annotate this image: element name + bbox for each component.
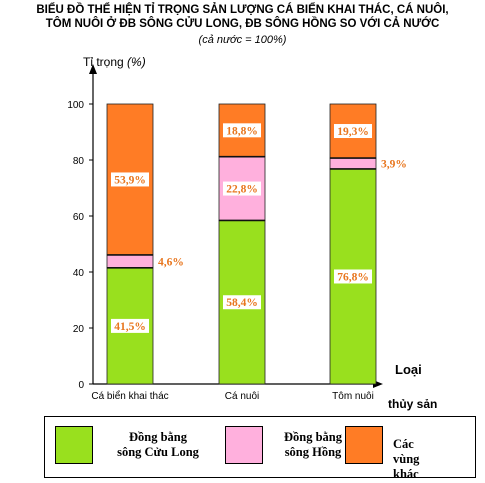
data-label-bg (334, 124, 372, 139)
legend-label-hong-line1: Đồng bằng (283, 430, 342, 444)
y-axis-title: Tỉ trọng (%) (83, 55, 146, 69)
x-tick-label-ca-nuoi: Cá nuôi (225, 391, 259, 402)
y-axis-arrow (89, 64, 97, 74)
bar-tom-nuoi-hong (329, 157, 377, 170)
x-tick-label-ca-bien-khai-thac: Cá biển khai thác (91, 390, 168, 402)
y-tick-label: 80 (73, 156, 85, 167)
x-tick-label-tom-nuoi: Tôm nuôi (332, 391, 374, 402)
y-tick-label: 40 (73, 268, 85, 279)
data-label-bg (223, 123, 261, 138)
data-label-ca-nuoi-khac: 18,8% (226, 125, 258, 137)
data-label-bg (223, 181, 261, 196)
legend-label-hong-line2: sông Hồng (284, 445, 342, 459)
legend-swatch-cuu-long (55, 426, 93, 464)
chart-legend: Đồng bằng sông Cửu Long Đồng bằng sông H… (44, 416, 476, 481)
chart-labels: 41,5% 4,6% 53,9% 58,4% 22,8% 18,8% 76,8% 3,9% 19… (111, 123, 407, 333)
legend-swatch-khac (345, 426, 383, 464)
y-tick-label: 100 (67, 100, 84, 111)
legend-label-cuu-long: Đồng bằng sông Cửu Long (108, 430, 208, 460)
chart-bars (106, 103, 377, 385)
data-label-tom-nuoi-khac: 19,3% (337, 126, 369, 138)
y-tick-label: 60 (73, 212, 85, 223)
y-tick-label: 20 (73, 324, 85, 335)
data-label-bg (111, 172, 149, 187)
chart-axes: 0 20 40 60 80 100 Tỉ trọng (%) Loại thủy sản Cá b… (67, 55, 437, 411)
x-axis-title-line1: Loại (395, 362, 422, 377)
x-axis-title-line2: thủy sản (388, 397, 437, 411)
data-label-bg (334, 269, 372, 284)
data-label-ca-nuoi-cuu-long: 58,4% (226, 297, 258, 309)
chart-title-line-2: TÔM NUÔI Ở ĐB SÔNG CỬU LONG, ĐB SÔNG HỒN… (45, 18, 440, 30)
legend-swatch-hong (225, 426, 263, 464)
legend-label-cuu-long-line1: Đồng bằng (128, 430, 187, 444)
data-label-ca-bien-khai-thac-khac: 53,9% (114, 174, 146, 186)
data-label-ca-bien-khai-thac-cuu-long: 41,5% (114, 321, 146, 333)
data-label-ca-bien-khai-thac-hong: 4,6% (158, 256, 184, 268)
legend-label-hong: Đồng bằng sông Hồng (273, 430, 353, 460)
y-tick-label: 0 (78, 380, 84, 391)
data-label-bg (223, 295, 261, 310)
legend-label-khac-line1: Các vùng khác (393, 437, 420, 481)
chart-subtitle: (cả nước = 100%) (198, 34, 287, 46)
stacked-bar-chart: 0 20 40 60 80 100 Tỉ trọng (%) Loại thủy sản Cá b… (67, 55, 437, 411)
bar-ca-bien-khai-thac-hong (106, 254, 154, 269)
data-label-bg (111, 318, 149, 333)
data-label-tom-nuoi-hong: 3,9% (381, 159, 407, 171)
data-label-ca-nuoi-hong: 22,8% (226, 184, 258, 196)
chart-title-line-1: BIỂU ĐỒ THỂ HIỆN TỈ TRỌNG SẢN LƯỢNG CÁ B… (36, 4, 449, 16)
data-label-tom-nuoi-cuu-long: 76,8% (337, 271, 369, 283)
legend-label-khac: Các vùng khác (393, 437, 419, 482)
legend-label-cuu-long-line2: sông Cửu Long (117, 445, 199, 459)
